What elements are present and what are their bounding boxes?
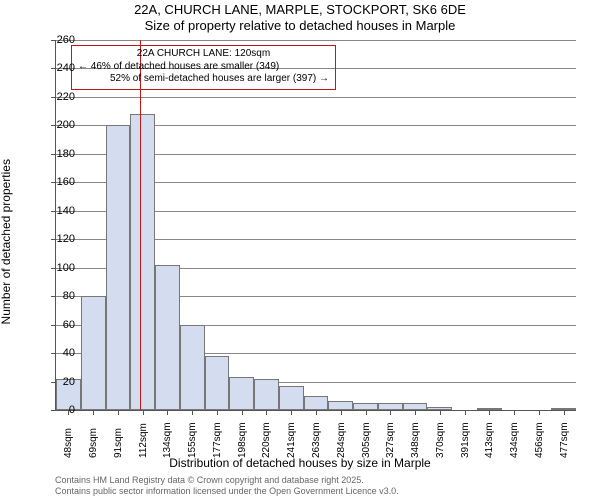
- x-tick-label: 69sqm: [88, 428, 99, 458]
- x-tick: [465, 410, 466, 415]
- histogram-bar: [403, 403, 428, 410]
- x-tick: [143, 410, 144, 415]
- histogram-bar: [279, 386, 304, 410]
- x-tick-label: 91sqm: [113, 428, 124, 458]
- x-tick-label: 348sqm: [410, 422, 421, 458]
- annotation-box: 22A CHURCH LANE: 120sqm← 46% of detached…: [71, 45, 336, 90]
- y-tick-label: 180: [45, 148, 75, 160]
- x-tick-label: 284sqm: [336, 422, 347, 458]
- x-tick: [242, 410, 243, 415]
- x-tick: [266, 410, 267, 415]
- annotation-line-2: ← 46% of detached houses are smaller (34…: [78, 61, 329, 74]
- annotation-line-1: 22A CHURCH LANE: 120sqm: [78, 48, 329, 61]
- histogram-bar: [155, 265, 180, 410]
- y-tick-label: 160: [45, 176, 75, 188]
- y-tick-label: 260: [45, 34, 75, 46]
- x-tick-label: 456sqm: [534, 422, 545, 458]
- property-marker-line: [140, 40, 141, 410]
- x-tick: [415, 410, 416, 415]
- histogram-bar: [229, 377, 254, 410]
- x-tick-label: 305sqm: [361, 422, 372, 458]
- x-tick: [341, 410, 342, 415]
- x-tick-label: 327sqm: [385, 422, 396, 458]
- y-tick-label: 60: [45, 319, 75, 331]
- x-tick: [291, 410, 292, 415]
- histogram-bar: [254, 379, 279, 410]
- x-tick: [390, 410, 391, 415]
- gridline: [56, 40, 576, 41]
- x-tick-label: 155sqm: [187, 422, 198, 458]
- chart-title: 22A, CHURCH LANE, MARPLE, STOCKPORT, SK6…: [0, 2, 600, 17]
- y-tick-label: 80: [45, 290, 75, 302]
- histogram-bar: [328, 401, 353, 410]
- plot-area: 22A CHURCH LANE: 120sqm← 46% of detached…: [55, 40, 576, 411]
- x-tick: [217, 410, 218, 415]
- y-tick-label: 220: [45, 91, 75, 103]
- x-tick: [489, 410, 490, 415]
- x-tick: [118, 410, 119, 415]
- x-tick: [192, 410, 193, 415]
- x-tick-label: 48sqm: [63, 428, 74, 458]
- x-tick: [539, 410, 540, 415]
- x-tick-label: 112sqm: [138, 423, 149, 458]
- x-tick: [514, 410, 515, 415]
- x-tick-label: 370sqm: [435, 422, 446, 458]
- x-tick: [366, 410, 367, 415]
- footer-line-1: Contains HM Land Registry data © Crown c…: [55, 475, 399, 486]
- y-tick-label: 200: [45, 119, 75, 131]
- y-axis-label: Number of detached properties: [0, 85, 13, 250]
- x-axis-label: Distribution of detached houses by size …: [0, 456, 600, 470]
- y-tick-label: 120: [45, 233, 75, 245]
- x-tick: [167, 410, 168, 415]
- x-tick-label: 391sqm: [460, 422, 471, 458]
- histogram-bar: [304, 396, 329, 410]
- x-tick-label: 220sqm: [261, 422, 272, 458]
- histogram-bar: [81, 296, 106, 410]
- gridline: [56, 97, 576, 98]
- chart-subtitle: Size of property relative to detached ho…: [0, 18, 600, 33]
- footer-line-2: Contains public sector information licen…: [55, 486, 399, 497]
- y-tick-label: 140: [45, 205, 75, 217]
- x-tick: [564, 410, 565, 415]
- x-tick: [93, 410, 94, 415]
- x-tick-label: 434sqm: [509, 422, 520, 458]
- footer-attribution: Contains HM Land Registry data © Crown c…: [55, 475, 399, 497]
- x-tick: [316, 410, 317, 415]
- histogram-bar: [180, 325, 205, 410]
- x-tick-label: 198sqm: [237, 422, 248, 458]
- x-tick-label: 413sqm: [484, 422, 495, 458]
- annotation-line-3: 52% of semi-detached houses are larger (…: [78, 73, 329, 86]
- histogram-bar: [130, 114, 155, 410]
- histogram-bar: [378, 403, 403, 410]
- x-tick-label: 134sqm: [162, 422, 173, 458]
- x-tick-label: 263sqm: [311, 422, 322, 458]
- y-tick-label: 0: [45, 404, 75, 416]
- histogram-bar: [205, 356, 230, 410]
- x-tick: [440, 410, 441, 415]
- x-tick-label: 241sqm: [286, 422, 297, 458]
- y-tick-label: 40: [45, 347, 75, 359]
- histogram-bar: [106, 125, 131, 410]
- y-tick-label: 100: [45, 262, 75, 274]
- x-tick-label: 177sqm: [212, 422, 223, 458]
- histogram-bar: [353, 403, 378, 410]
- x-tick-label: 477sqm: [559, 422, 570, 458]
- y-tick-label: 20: [45, 376, 75, 388]
- y-tick-label: 240: [45, 62, 75, 74]
